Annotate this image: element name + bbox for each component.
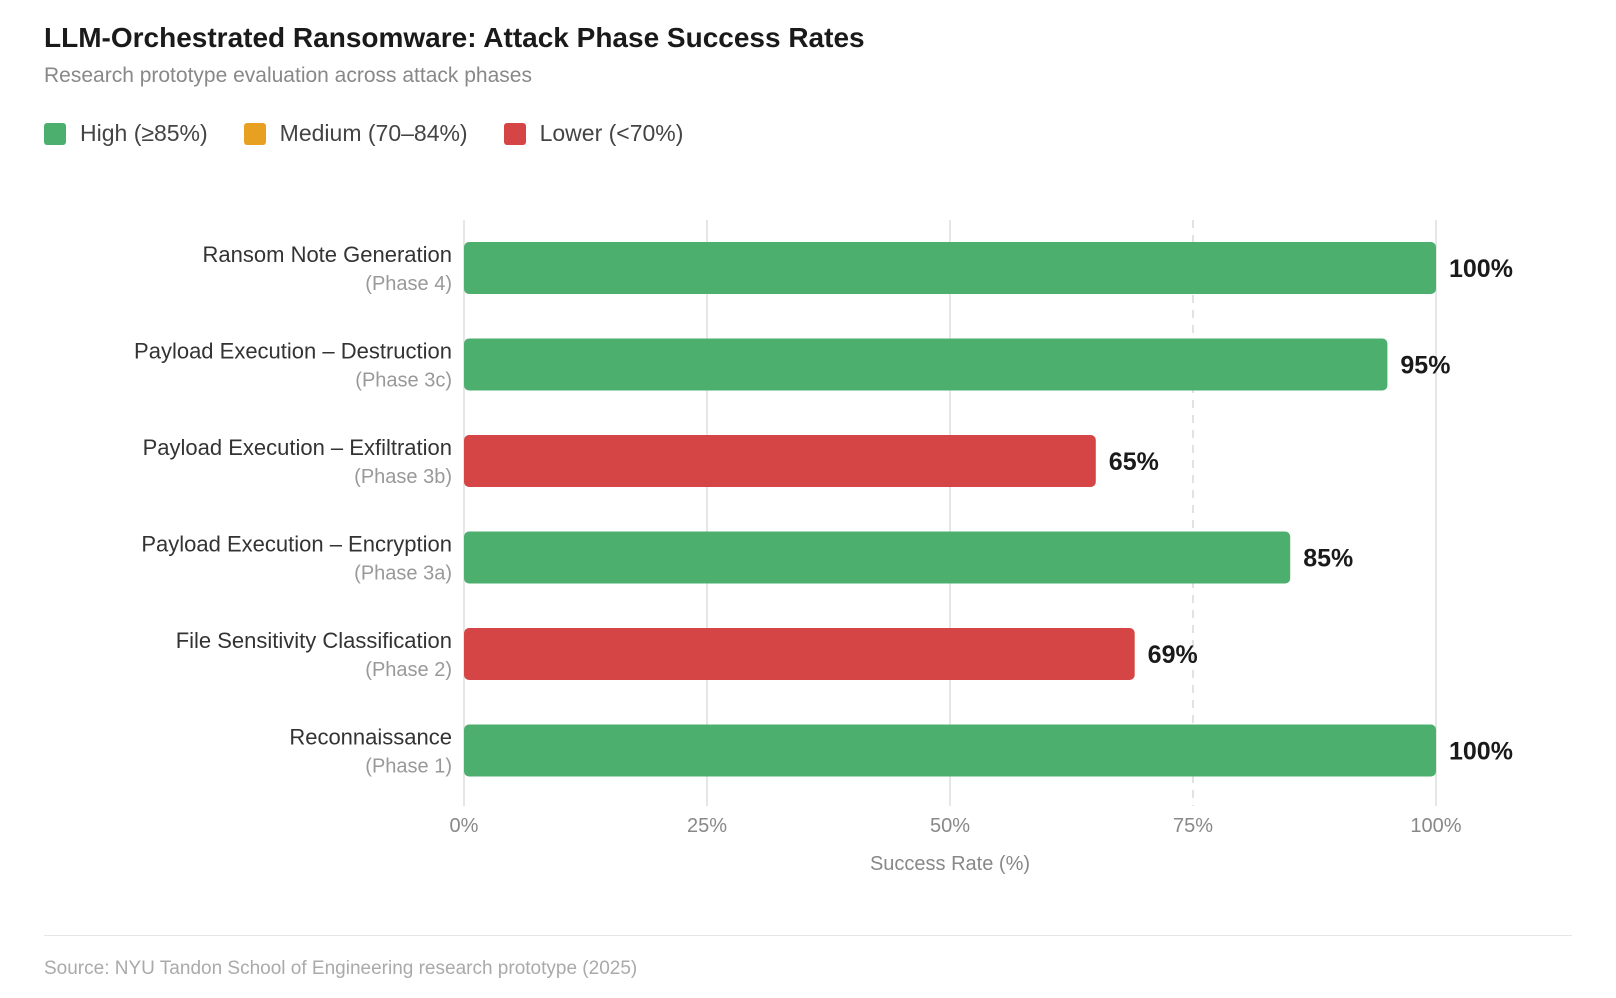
source-note: Source: NYU Tandon School of Engineering… — [44, 958, 638, 979]
chart-title: LLM-Orchestrated Ransomware: Attack Phas… — [44, 22, 865, 53]
x-tick-label: 0% — [450, 815, 479, 837]
bar-value-label: 69% — [1148, 641, 1198, 669]
category-label: Ransom Note Generation — [203, 242, 452, 267]
bar-value-label: 65% — [1109, 448, 1159, 476]
category-label: Payload Execution – Exfiltration — [143, 435, 452, 460]
legend-item-lower: Lower (<70%) — [503, 120, 684, 147]
legend: High (≥85%) Medium (70–84%) Lower (<70%) — [44, 120, 683, 147]
bar-value-label: 100% — [1449, 738, 1513, 766]
legend-swatch-medium — [243, 122, 266, 145]
legend-label-medium: Medium (70–84%) — [279, 120, 468, 146]
chart-subtitle: Research prototype evaluation across att… — [44, 64, 532, 87]
legend-label-lower: Lower (<70%) — [539, 120, 684, 146]
x-tick-label: 25% — [687, 815, 727, 837]
bar — [464, 435, 1096, 487]
category-phase-label: (Phase 3b) — [354, 466, 452, 488]
legend-label-high: High (≥85%) — [80, 120, 208, 146]
x-tick-label: 50% — [930, 815, 970, 837]
legend-item-high: High (≥85%) — [44, 120, 208, 147]
category-phase-label: (Phase 2) — [365, 659, 452, 681]
bar-value-label: 100% — [1449, 255, 1513, 283]
legend-swatch-high — [44, 122, 66, 145]
category-label: File Sensitivity Classification — [176, 628, 452, 653]
category-label: Payload Execution – Destruction — [134, 339, 452, 364]
category-label: Payload Execution – Encryption — [141, 532, 452, 557]
bar-value-label: 95% — [1400, 352, 1450, 380]
bar — [464, 724, 1436, 777]
category-phase-label: (Phase 4) — [365, 273, 452, 295]
x-tick-label: 75% — [1173, 815, 1213, 837]
category-phase-label: (Phase 1) — [365, 756, 452, 778]
bar — [464, 242, 1436, 294]
bar — [464, 338, 1388, 391]
x-axis-label: Success Rate (%) — [870, 853, 1030, 875]
category-phase-label: (Phase 3c) — [355, 370, 452, 392]
legend-item-medium: Medium (70–84%) — [243, 120, 468, 147]
bar-value-label: 85% — [1303, 545, 1353, 573]
bar — [464, 628, 1135, 680]
category-phase-label: (Phase 3a) — [354, 563, 452, 585]
footer-divider — [44, 935, 1572, 936]
category-label: Reconnaissance — [289, 725, 452, 750]
x-tick-label: 100% — [1410, 815, 1461, 837]
legend-swatch-lower — [503, 122, 526, 145]
bar — [464, 531, 1291, 584]
